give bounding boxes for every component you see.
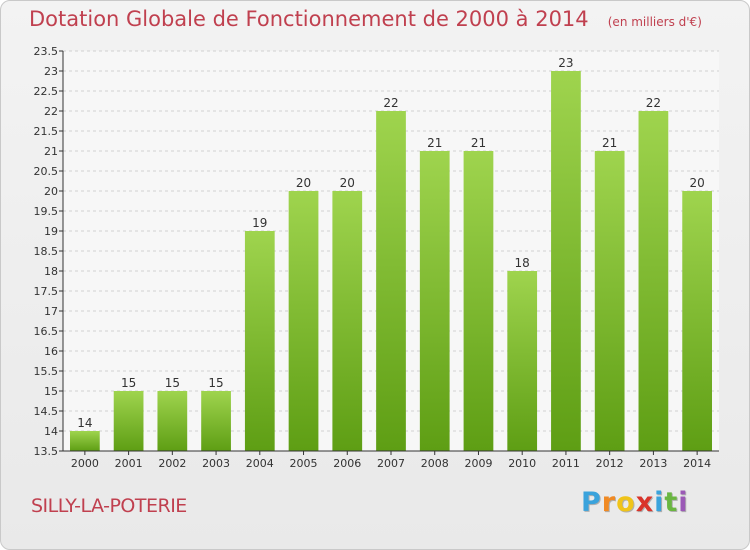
y-tick-label: 22.5	[34, 85, 59, 98]
y-tick-label: 23	[44, 65, 58, 78]
x-tick-label: 2013	[639, 457, 667, 470]
proxiti-logo: Proxiti	[581, 487, 689, 518]
logo-letter: r	[601, 487, 617, 518]
logo-letter: P	[581, 487, 602, 518]
y-tick-label: 16	[44, 345, 58, 358]
x-tick-label: 2009	[464, 457, 492, 470]
x-tick-label: 2012	[596, 457, 624, 470]
y-tick-label: 21	[44, 145, 58, 158]
bar-value-label: 22	[646, 96, 661, 110]
x-tick-label: 2007	[377, 457, 405, 470]
bar	[507, 271, 538, 451]
bar-value-label: 20	[296, 176, 311, 190]
x-tick-label: 2011	[552, 457, 580, 470]
x-tick-label: 2004	[246, 457, 274, 470]
y-tick-label: 23.5	[34, 45, 59, 58]
bar	[682, 191, 713, 451]
bar-value-label: 15	[121, 376, 136, 390]
bar-value-label: 23	[558, 56, 573, 70]
y-tick-label: 21.5	[34, 125, 59, 138]
title-row: Dotation Globale de Fonctionnement de 20…	[29, 7, 702, 31]
bar	[244, 231, 275, 451]
x-tick-label: 2006	[333, 457, 361, 470]
bar-value-label: 21	[427, 136, 442, 150]
y-tick-label: 19	[44, 225, 58, 238]
bar-value-label: 15	[165, 376, 180, 390]
bar-value-label: 19	[252, 216, 267, 230]
x-tick-label: 2010	[508, 457, 536, 470]
logo-letter: i	[654, 487, 665, 518]
y-tick-label: 18	[44, 265, 58, 278]
bar	[376, 111, 406, 451]
chart-title: Dotation Globale de Fonctionnement de 20…	[29, 7, 589, 31]
bar	[332, 191, 363, 451]
bar-value-label: 21	[471, 136, 486, 150]
y-tick-label: 22	[44, 105, 58, 118]
bar	[201, 391, 231, 451]
bar	[551, 71, 581, 451]
y-tick-label: 14.5	[34, 405, 59, 418]
bar	[69, 431, 100, 451]
bar-value-label: 15	[208, 376, 223, 390]
x-tick-label: 2003	[202, 457, 230, 470]
x-tick-label: 2005	[290, 457, 318, 470]
bar	[638, 111, 669, 451]
x-tick-label: 2000	[71, 457, 99, 470]
bar	[113, 391, 144, 451]
y-tick-label: 15.5	[34, 365, 59, 378]
x-tick-label: 2014	[683, 457, 711, 470]
y-tick-label: 14	[44, 425, 58, 438]
bar-value-label: 20	[340, 176, 355, 190]
bar	[157, 391, 188, 451]
bar	[594, 151, 625, 451]
y-tick-label: 17.5	[34, 285, 59, 298]
logo-letter: t	[664, 487, 679, 518]
chart-subtitle: (en milliers d'€)	[607, 15, 702, 29]
y-tick-label: 20.5	[34, 165, 59, 178]
x-tick-label: 2008	[421, 457, 449, 470]
bar	[288, 191, 319, 451]
y-tick-label: 13.5	[34, 445, 59, 458]
y-tick-label: 20	[44, 185, 58, 198]
bar-value-label: 20	[689, 176, 704, 190]
bar-value-label: 18	[515, 256, 530, 270]
y-tick-label: 17	[44, 305, 58, 318]
town-name: SILLY-LA-POTERIE	[31, 495, 187, 517]
bar-value-label: 21	[602, 136, 617, 150]
bar-value-label: 14	[77, 416, 92, 430]
bar	[419, 151, 450, 451]
logo-letter: i	[678, 487, 689, 518]
bar	[463, 151, 494, 451]
y-tick-label: 16.5	[34, 325, 59, 338]
y-tick-label: 19.5	[34, 205, 59, 218]
logo-letter: x	[635, 487, 655, 518]
logo-letter: o	[616, 487, 636, 518]
y-tick-label: 18.5	[34, 245, 59, 258]
x-tick-label: 2002	[158, 457, 186, 470]
x-tick-label: 2001	[115, 457, 143, 470]
y-tick-label: 15	[44, 385, 58, 398]
bar-value-label: 22	[383, 96, 398, 110]
